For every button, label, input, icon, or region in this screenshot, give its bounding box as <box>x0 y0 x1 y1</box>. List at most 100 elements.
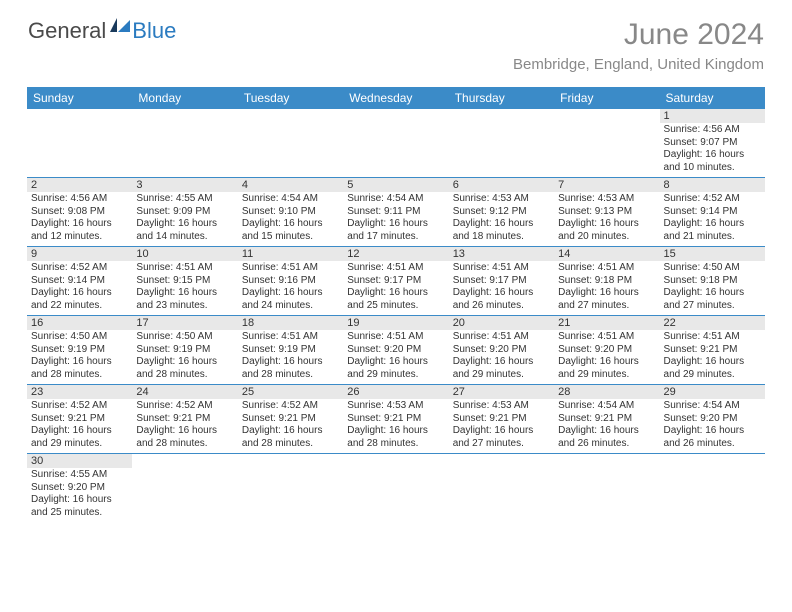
daylight-text: Daylight: 16 hours and 25 minutes. <box>31 494 128 519</box>
month-title: June 2024 <box>513 18 764 52</box>
calendar-day: 22Sunrise: 4:51 AMSunset: 9:21 PMDayligh… <box>660 316 765 384</box>
sunrise-text: Sunrise: 4:54 AM <box>242 193 339 206</box>
calendar-day: 29Sunrise: 4:54 AMSunset: 9:20 PMDayligh… <box>660 385 765 453</box>
day-number: 14 <box>554 247 659 261</box>
sunset-text: Sunset: 9:17 PM <box>347 275 444 288</box>
day-number: 1 <box>660 109 765 123</box>
calendar-day: 5Sunrise: 4:54 AMSunset: 9:11 PMDaylight… <box>343 178 448 246</box>
calendar-header-row: SundayMondayTuesdayWednesdayThursdayFrid… <box>27 87 765 109</box>
calendar-day: 24Sunrise: 4:52 AMSunset: 9:21 PMDayligh… <box>132 385 237 453</box>
day-content: Sunrise: 4:51 AMSunset: 9:17 PMDaylight:… <box>449 261 554 315</box>
day-content: Sunrise: 4:51 AMSunset: 9:16 PMDaylight:… <box>238 261 343 315</box>
daylight-text: Daylight: 16 hours and 26 minutes. <box>453 287 550 312</box>
calendar-day: 6Sunrise: 4:53 AMSunset: 9:12 PMDaylight… <box>449 178 554 246</box>
day-content: Sunrise: 4:51 AMSunset: 9:20 PMDaylight:… <box>554 330 659 384</box>
day-content: Sunrise: 4:53 AMSunset: 9:13 PMDaylight:… <box>554 192 659 246</box>
weekday-header: Thursday <box>449 87 554 109</box>
calendar-day: 27Sunrise: 4:53 AMSunset: 9:21 PMDayligh… <box>449 385 554 453</box>
sunset-text: Sunset: 9:12 PM <box>453 206 550 219</box>
daylight-text: Daylight: 16 hours and 24 minutes. <box>242 287 339 312</box>
sunset-text: Sunset: 9:18 PM <box>664 275 761 288</box>
day-number <box>343 109 448 123</box>
sunset-text: Sunset: 9:21 PM <box>664 344 761 357</box>
sunrise-text: Sunrise: 4:52 AM <box>242 400 339 413</box>
sunset-text: Sunset: 9:13 PM <box>558 206 655 219</box>
sunset-text: Sunset: 9:21 PM <box>558 413 655 426</box>
location-text: Bembridge, England, United Kingdom <box>513 56 764 73</box>
sunset-text: Sunset: 9:19 PM <box>31 344 128 357</box>
calendar-day <box>554 109 659 177</box>
day-content: Sunrise: 4:50 AMSunset: 9:19 PMDaylight:… <box>27 330 132 384</box>
sunrise-text: Sunrise: 4:53 AM <box>347 400 444 413</box>
sunset-text: Sunset: 9:21 PM <box>242 413 339 426</box>
calendar-week: 9Sunrise: 4:52 AMSunset: 9:14 PMDaylight… <box>27 247 765 316</box>
weekday-header: Friday <box>554 87 659 109</box>
day-content: Sunrise: 4:50 AMSunset: 9:18 PMDaylight:… <box>660 261 765 315</box>
daylight-text: Daylight: 16 hours and 27 minutes. <box>453 425 550 450</box>
sunset-text: Sunset: 9:20 PM <box>664 413 761 426</box>
daylight-text: Daylight: 16 hours and 27 minutes. <box>558 287 655 312</box>
sunrise-text: Sunrise: 4:52 AM <box>31 262 128 275</box>
day-number: 22 <box>660 316 765 330</box>
daylight-text: Daylight: 16 hours and 10 minutes. <box>664 149 761 174</box>
day-number <box>554 109 659 123</box>
day-content: Sunrise: 4:51 AMSunset: 9:20 PMDaylight:… <box>343 330 448 384</box>
day-content: Sunrise: 4:55 AMSunset: 9:20 PMDaylight:… <box>27 468 132 522</box>
calendar-day: 28Sunrise: 4:54 AMSunset: 9:21 PMDayligh… <box>554 385 659 453</box>
daylight-text: Daylight: 16 hours and 15 minutes. <box>242 218 339 243</box>
daylight-text: Daylight: 16 hours and 28 minutes. <box>242 356 339 381</box>
calendar-day: 3Sunrise: 4:55 AMSunset: 9:09 PMDaylight… <box>132 178 237 246</box>
weekday-header: Monday <box>132 87 237 109</box>
page-header: General Blue June 2024 Bembridge, Englan… <box>0 0 792 79</box>
sunset-text: Sunset: 9:08 PM <box>31 206 128 219</box>
weekday-header: Saturday <box>660 87 765 109</box>
calendar-day: 7Sunrise: 4:53 AMSunset: 9:13 PMDaylight… <box>554 178 659 246</box>
logo-flag-icon <box>110 18 132 36</box>
day-content: Sunrise: 4:53 AMSunset: 9:12 PMDaylight:… <box>449 192 554 246</box>
day-content: Sunrise: 4:52 AMSunset: 9:14 PMDaylight:… <box>660 192 765 246</box>
sunset-text: Sunset: 9:21 PM <box>31 413 128 426</box>
calendar-day: 10Sunrise: 4:51 AMSunset: 9:15 PMDayligh… <box>132 247 237 315</box>
calendar-body: 1Sunrise: 4:56 AMSunset: 9:07 PMDaylight… <box>27 109 765 522</box>
daylight-text: Daylight: 16 hours and 26 minutes. <box>558 425 655 450</box>
calendar-day <box>238 109 343 177</box>
sunrise-text: Sunrise: 4:51 AM <box>136 262 233 275</box>
day-number <box>449 454 554 468</box>
sunset-text: Sunset: 9:11 PM <box>347 206 444 219</box>
daylight-text: Daylight: 16 hours and 29 minutes. <box>664 356 761 381</box>
calendar-day <box>343 454 448 522</box>
calendar-day <box>554 454 659 522</box>
day-content: Sunrise: 4:54 AMSunset: 9:20 PMDaylight:… <box>660 399 765 453</box>
calendar-day: 16Sunrise: 4:50 AMSunset: 9:19 PMDayligh… <box>27 316 132 384</box>
logo-text-general: General <box>28 18 106 44</box>
sunrise-text: Sunrise: 4:51 AM <box>558 262 655 275</box>
daylight-text: Daylight: 16 hours and 26 minutes. <box>664 425 761 450</box>
sunrise-text: Sunrise: 4:54 AM <box>664 400 761 413</box>
sunrise-text: Sunrise: 4:52 AM <box>664 193 761 206</box>
day-number: 27 <box>449 385 554 399</box>
day-number: 29 <box>660 385 765 399</box>
daylight-text: Daylight: 16 hours and 28 minutes. <box>347 425 444 450</box>
weekday-header: Sunday <box>27 87 132 109</box>
day-content: Sunrise: 4:52 AMSunset: 9:14 PMDaylight:… <box>27 261 132 315</box>
calendar-day: 15Sunrise: 4:50 AMSunset: 9:18 PMDayligh… <box>660 247 765 315</box>
day-number: 3 <box>132 178 237 192</box>
day-number: 17 <box>132 316 237 330</box>
sunrise-text: Sunrise: 4:51 AM <box>242 262 339 275</box>
day-number: 2 <box>27 178 132 192</box>
sunrise-text: Sunrise: 4:54 AM <box>558 400 655 413</box>
day-number: 4 <box>238 178 343 192</box>
daylight-text: Daylight: 16 hours and 27 minutes. <box>664 287 761 312</box>
day-content: Sunrise: 4:51 AMSunset: 9:21 PMDaylight:… <box>660 330 765 384</box>
calendar-day: 2Sunrise: 4:56 AMSunset: 9:08 PMDaylight… <box>27 178 132 246</box>
sunset-text: Sunset: 9:07 PM <box>664 137 761 150</box>
daylight-text: Daylight: 16 hours and 28 minutes. <box>31 356 128 381</box>
sunrise-text: Sunrise: 4:52 AM <box>136 400 233 413</box>
sunrise-text: Sunrise: 4:55 AM <box>31 469 128 482</box>
sunrise-text: Sunrise: 4:51 AM <box>453 331 550 344</box>
sunrise-text: Sunrise: 4:51 AM <box>453 262 550 275</box>
day-number: 10 <box>132 247 237 261</box>
calendar-week: 1Sunrise: 4:56 AMSunset: 9:07 PMDaylight… <box>27 109 765 178</box>
day-number: 19 <box>343 316 448 330</box>
calendar-day: 18Sunrise: 4:51 AMSunset: 9:19 PMDayligh… <box>238 316 343 384</box>
